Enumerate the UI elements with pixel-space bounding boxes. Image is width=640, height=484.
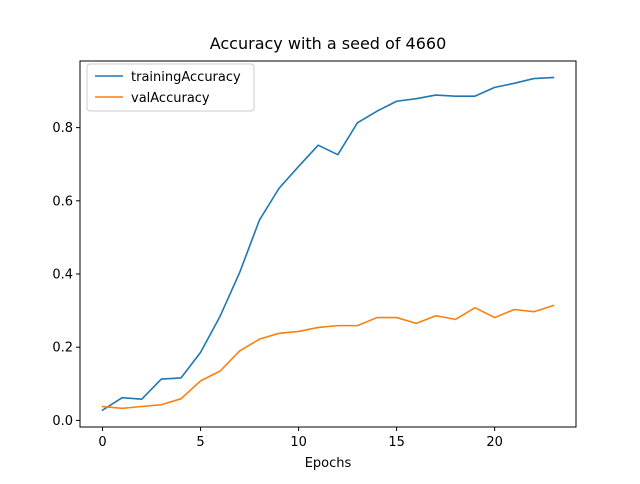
x-tick-label: 5 (196, 435, 204, 450)
plot-area: 0 5 10 15 20 0.0 0.2 0.4 0.6 0.8 (52, 60, 577, 450)
axes-frame (79, 60, 577, 428)
x-tick-label: 0 (98, 435, 106, 450)
y-tick-label: 0.0 (52, 414, 73, 429)
x-tick-label: 20 (486, 435, 503, 450)
legend-label-trainingAccuracy: trainingAccuracy (131, 70, 241, 85)
legend-box (86, 63, 255, 112)
x-tick-label: 15 (388, 435, 405, 450)
x-axis-label: Epochs (305, 456, 352, 471)
y-tick-label: 0.6 (52, 194, 73, 209)
legend-label-valAccuracy: valAccuracy (131, 91, 210, 106)
y-tick-label: 0.8 (52, 121, 73, 136)
y-tick-label: 0.2 (52, 341, 73, 356)
series-line-valAccuracy (101, 304, 555, 410)
series-line-trainingAccuracy (101, 76, 555, 412)
legend: trainingAccuracy valAccuracy (86, 63, 255, 112)
x-tick-label: 10 (290, 435, 307, 450)
chart-title: Accuracy with a seed of 4660 (210, 34, 447, 53)
y-tick-label: 0.4 (52, 268, 73, 283)
